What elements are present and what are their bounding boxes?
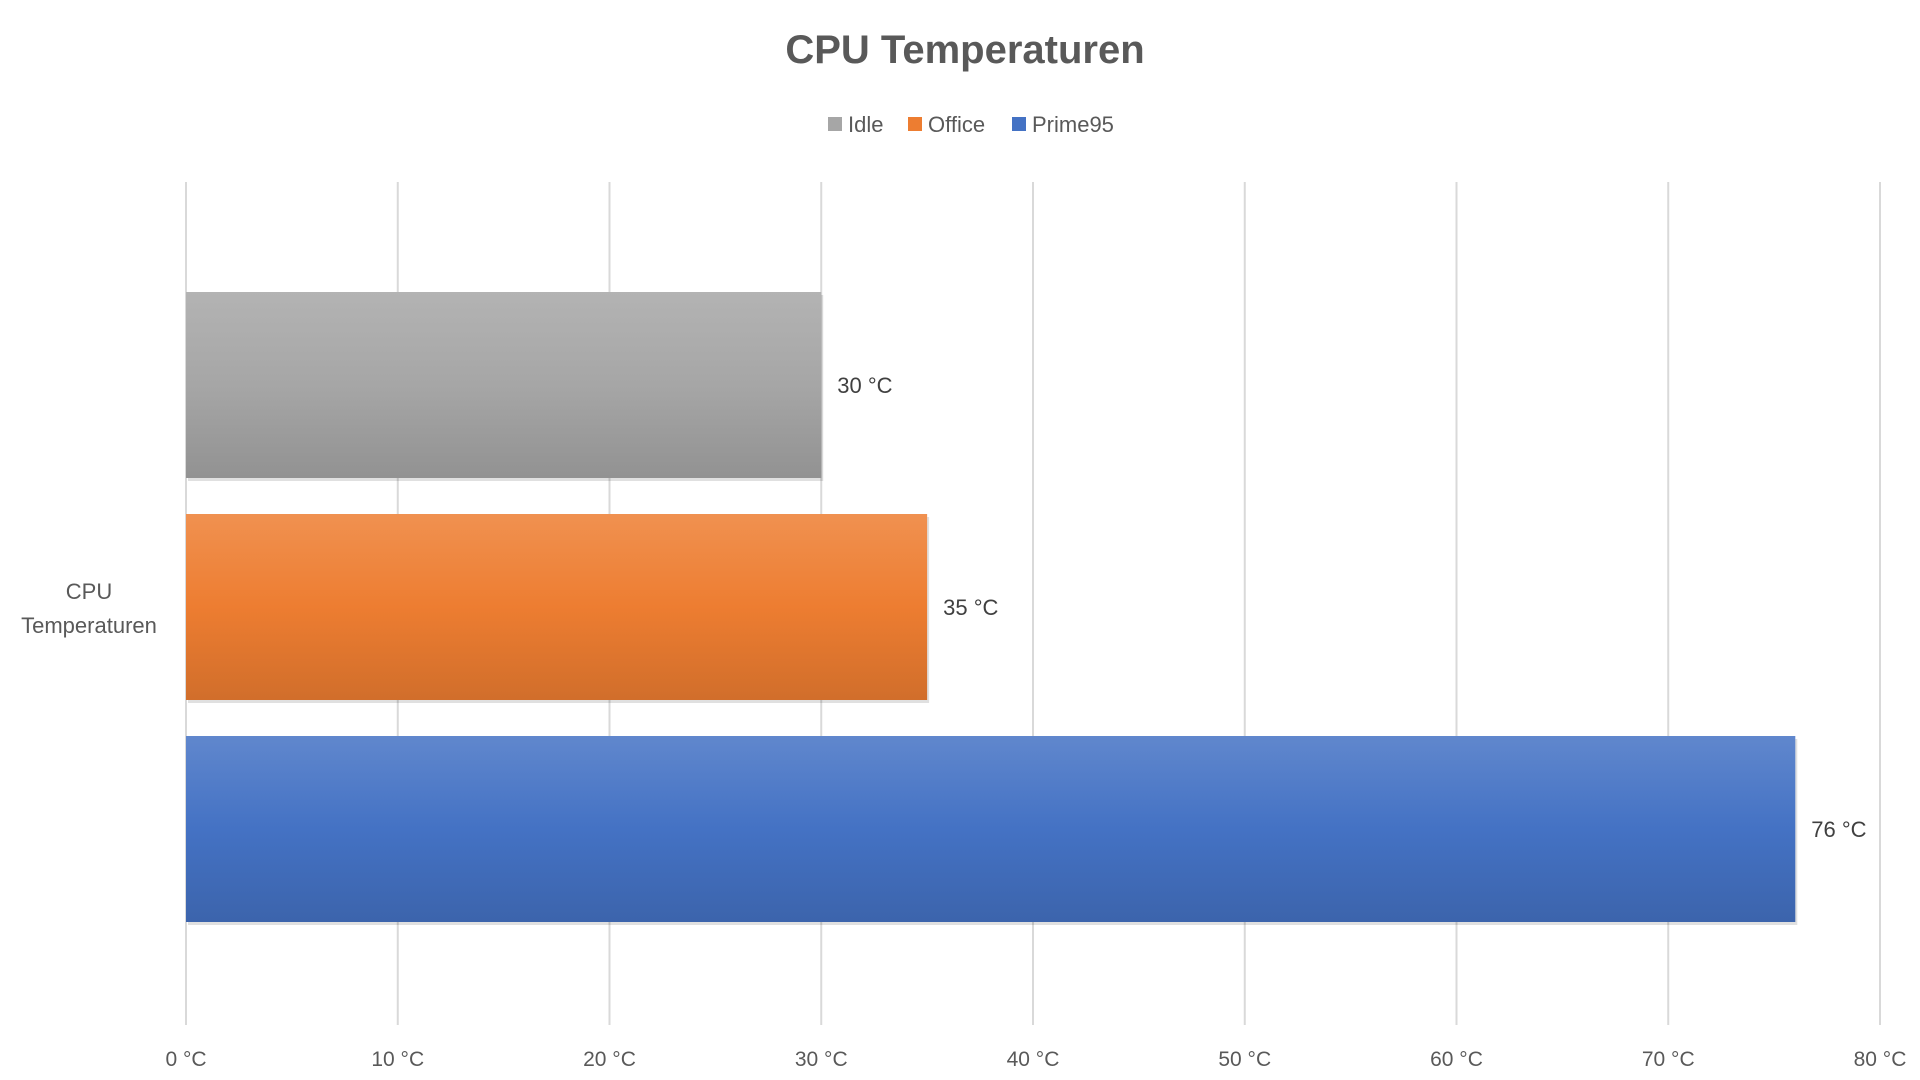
x-axis: 0 °C 10 °C 20 °C 30 °C 40 °C 50 °C 60 °C 70 °C 8… — [165, 1048, 1906, 1071]
x-tick-label: 30 °C — [795, 1048, 848, 1071]
bar-office — [186, 514, 928, 700]
x-tick-label: 0 °C — [165, 1048, 206, 1071]
bar-idle — [186, 292, 822, 478]
x-tick-label: 50 °C — [1218, 1048, 1271, 1071]
bar-prime95 — [186, 736, 1796, 922]
data-label-office: 35 °C — [943, 595, 998, 620]
category-label: CPU Temperaturen — [21, 579, 157, 638]
x-tick-label: 60 °C — [1430, 1048, 1483, 1071]
legend-swatch-office — [908, 117, 922, 131]
data-labels: 30 °C 35 °C 76 °C — [837, 373, 1866, 842]
category-label-line: CPU — [66, 579, 112, 604]
x-tick-label: 40 °C — [1007, 1048, 1060, 1071]
y-axis: CPU Temperaturen — [21, 579, 157, 638]
x-tick-label: 80 °C — [1854, 1048, 1907, 1071]
legend-label-office: Office — [928, 112, 985, 137]
legend-swatch-idle — [828, 117, 842, 131]
bars — [186, 292, 1798, 925]
x-tick-label: 20 °C — [583, 1048, 636, 1071]
x-tick-label: 10 °C — [371, 1048, 424, 1071]
legend: Idle Office Prime95 — [828, 112, 1114, 137]
data-label-idle: 30 °C — [837, 373, 892, 398]
category-label-line: Temperaturen — [21, 613, 157, 638]
chart-title: CPU Temperaturen — [785, 28, 1144, 72]
legend-label-prime95: Prime95 — [1032, 112, 1114, 137]
legend-label-idle: Idle — [848, 112, 883, 137]
data-label-prime95: 76 °C — [1811, 817, 1866, 842]
x-tick-label: 70 °C — [1642, 1048, 1695, 1071]
legend-swatch-prime95 — [1012, 117, 1026, 131]
